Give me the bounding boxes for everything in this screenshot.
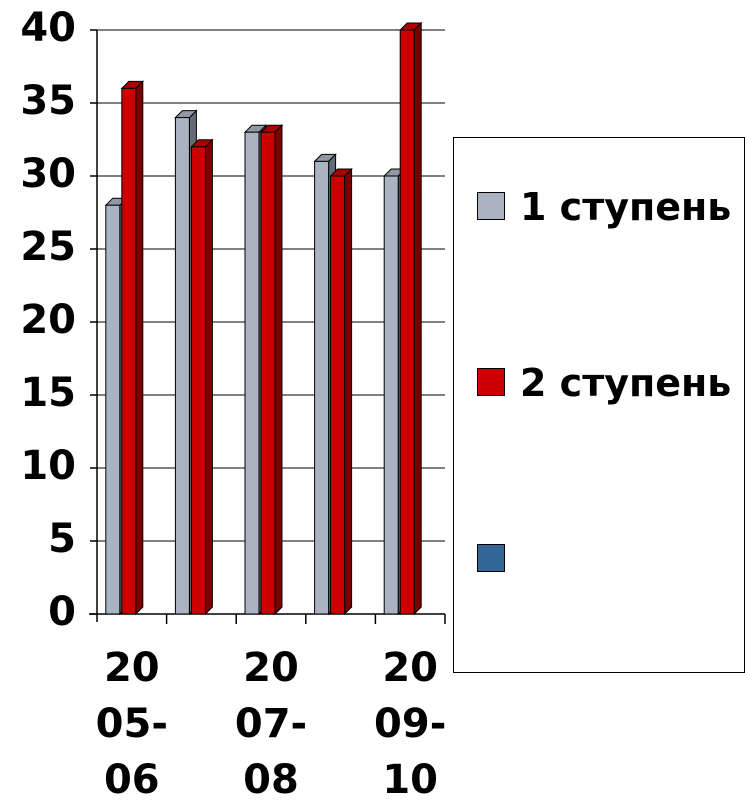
x-tick-label: 20 09- 10 [374, 645, 447, 803]
y-tick-label: 0 [48, 589, 76, 635]
bar [190, 138, 214, 616]
legend-swatch [477, 368, 505, 396]
y-tick-label: 15 [20, 370, 76, 416]
x-tick-label: 20 07- 08 [234, 645, 308, 803]
bar [259, 123, 284, 616]
y-tick-label: 5 [48, 516, 76, 562]
legend: 1 ступень 2 ступень [453, 137, 745, 673]
legend-swatch [477, 544, 505, 572]
bar [120, 80, 145, 616]
legend-label: 1 ступень [520, 185, 732, 229]
x-tick-label: 20 05- 06 [95, 645, 168, 803]
bar [398, 21, 423, 616]
y-tick-label: 10 [20, 443, 76, 489]
y-tick-label: 40 [20, 5, 76, 51]
legend-swatch [477, 192, 505, 220]
y-tick-label: 35 [20, 78, 76, 124]
legend-label: 2 ступень [520, 361, 732, 405]
y-tick-label: 25 [20, 224, 76, 270]
y-tick-label: 20 [20, 297, 76, 343]
y-tick-label: 30 [20, 151, 76, 197]
bar [329, 167, 353, 616]
